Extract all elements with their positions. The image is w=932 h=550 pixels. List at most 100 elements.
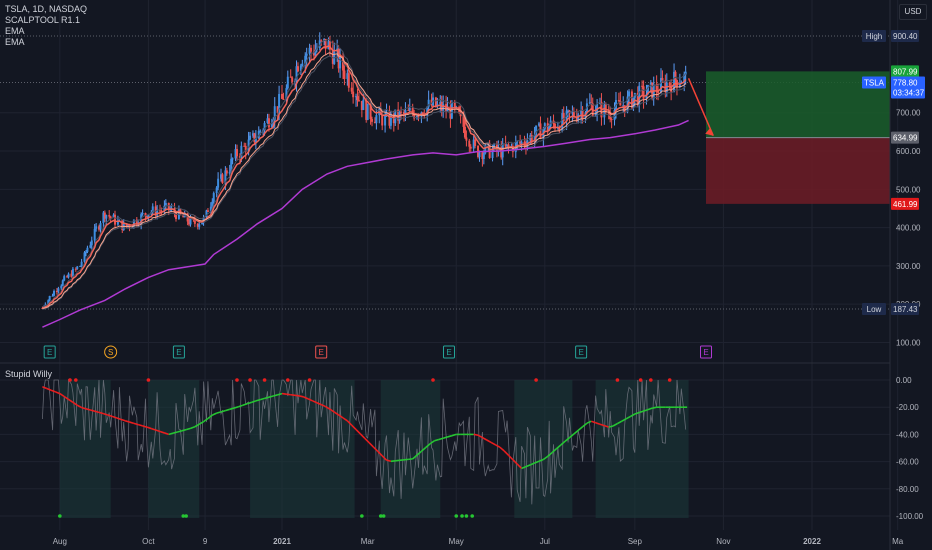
osc-tick-label: -100.00 [896,512,924,521]
ema-long [42,119,689,328]
candle-body [221,174,224,184]
candle-body [366,103,369,120]
high-value-bg [891,30,919,42]
event-label: E [578,348,583,357]
candle-body [546,123,549,131]
candle-body [79,265,82,267]
candle-body [673,71,676,92]
currency-button[interactable]: USD [899,4,927,20]
candle-body [484,145,487,154]
oscillator-signal-segment [207,414,213,420]
candle-body [267,118,270,128]
high-label-bg [862,30,886,42]
candle-body [244,145,247,152]
overbought-dot [649,378,653,382]
oscillator-signal-segment [220,409,226,413]
candle-body [482,153,485,160]
oscillator-signal-segment [521,465,527,470]
oscillator-signal-segment [582,422,588,428]
oscillator-title[interactable]: Stupid Willy [5,369,53,379]
indicator-ema-1[interactable]: EMA [5,26,25,36]
oscillator-signal-segment [499,446,505,452]
candle-body [63,276,66,281]
candle-body [159,210,162,212]
oscillator-signal-segment [529,462,535,466]
candle-body [659,78,662,93]
oscillator-signal-segment [194,423,200,428]
candle-body [506,144,509,147]
oscillator-signal-segment [211,412,217,416]
candle-body [613,110,616,121]
candle-body [426,106,429,116]
candle-body [355,96,358,98]
candle-body [535,125,538,135]
entry-price-tag-bg [891,131,919,144]
oscillator-signal-segment [159,430,165,434]
moving-averages [42,38,689,328]
candle-body [61,280,64,286]
time-tick-label: Nov [716,537,730,546]
candle-body [240,145,243,158]
oscillator-signal-segment [281,392,287,395]
target-price-tag-bg [891,65,919,78]
earnings-event-marker [442,345,455,359]
price-tick-label: 400.00 [896,224,921,233]
oscillator-pane [42,378,689,518]
low-value: 187.43 [893,305,918,314]
candle-body [491,149,494,158]
low-label: Low [867,305,882,314]
oscillator-signal-segment [377,450,383,457]
overbought-dot [534,378,538,382]
oscillator-signal-segment [621,418,627,422]
candle-body [70,273,73,277]
candle-body [439,101,442,105]
candle-body [125,223,128,227]
candle-body [385,111,388,115]
oscillator-signal-segment [294,394,300,397]
candle-body [312,51,315,56]
time-tick-label: 9 [203,537,208,546]
oscillator-signal-segment [181,428,187,432]
candle-body [645,94,648,99]
candle-body [610,119,613,121]
candle-body [71,268,74,277]
candle-body [205,210,208,218]
oscillator-signal-segment [107,414,113,418]
candle-body [646,85,649,95]
candle-body [121,220,124,231]
time-tick-label: Mar [361,537,375,546]
candle-body [581,110,584,119]
candle-body [220,174,223,179]
candle-body [135,219,138,225]
oversold-dot [58,514,62,518]
oscillator-signal-segment [617,420,623,425]
candle-body [323,38,326,41]
oscillator-signal-segment [85,408,91,411]
symbol-legend[interactable]: TSLA, 1D, NASDAQ [5,4,88,14]
oscillator-signal-segment [307,398,313,402]
low-label-bg [862,303,886,315]
candle-body [619,101,622,106]
indicator-ema-2[interactable]: EMA [5,37,25,47]
candle-body [356,96,359,101]
oscillator-signal-segment [312,400,318,404]
candle-body [360,100,363,111]
candle-body [533,134,536,142]
indicator-scalptool[interactable]: SCALPTOOL R1.1 [5,15,81,25]
oscillator-signal-segment [560,440,566,446]
event-label: E [176,348,181,357]
last-price-tag: 778.80 [893,79,918,88]
candle-body [463,126,466,138]
candle-body [683,74,686,83]
oscillator-signal-segment [503,450,510,456]
oscillator-signal-segment [233,405,239,409]
overbought-dot [667,378,672,382]
symbol-tag-bg [862,76,886,89]
candle-body [263,122,266,131]
candle-body [301,63,304,66]
oscillator-signal-segment [242,403,248,407]
candle-body [442,104,445,111]
oscillator-signal-segment [264,396,270,400]
